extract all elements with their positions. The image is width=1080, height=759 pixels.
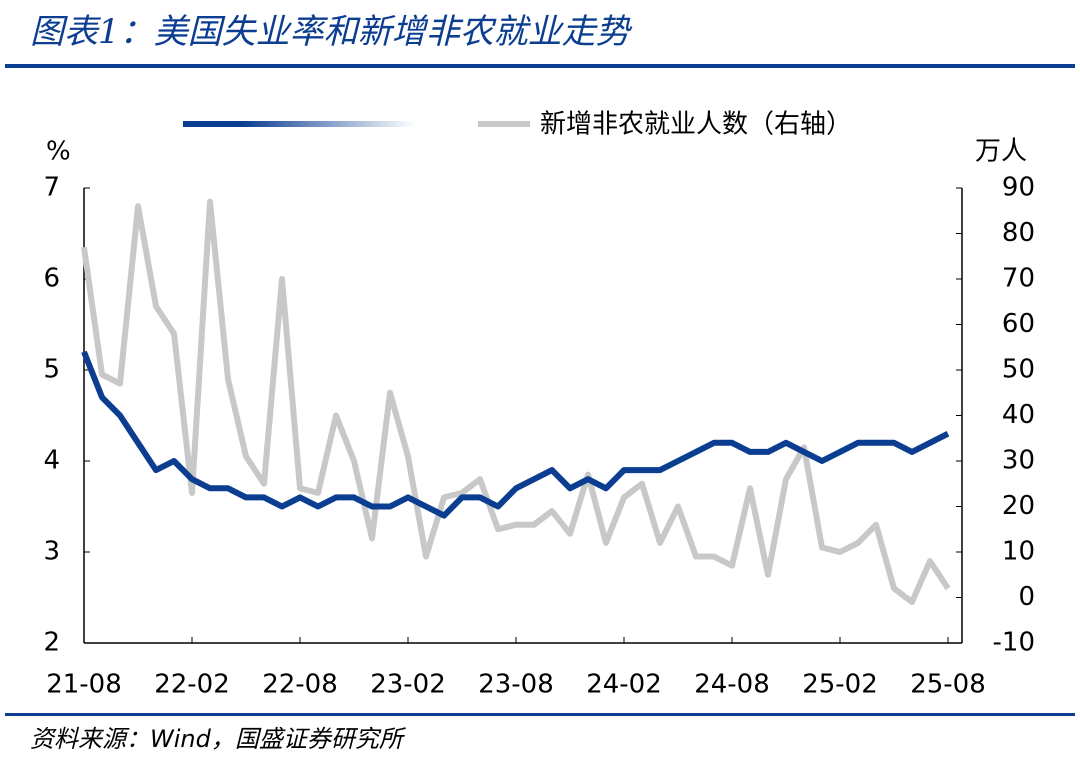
- title-rule: [5, 64, 1075, 68]
- series-line: [81, 350, 950, 519]
- y-tick-label: 2: [43, 628, 60, 658]
- source: 资料来源：Wind，国盛证券研究所: [30, 725, 407, 753]
- y-tick-label: 7: [43, 173, 60, 203]
- y-tick-label: 6: [43, 264, 60, 294]
- y-tick-label: 4: [43, 446, 60, 476]
- series-line: [81, 198, 951, 606]
- y2-tick-label: 0: [1018, 582, 1035, 612]
- x-tick-label: 23-02: [370, 670, 446, 700]
- y2-axis-label: 万人: [975, 137, 1027, 167]
- y-axis-label: %: [46, 137, 71, 167]
- y2-tick-label: 30: [1002, 446, 1035, 476]
- y-tick-label: 5: [43, 355, 60, 385]
- x-tick-label: 25-02: [802, 670, 878, 700]
- legend-swatch: [183, 121, 415, 127]
- x-tick-label: 21-08: [46, 670, 122, 700]
- x-tick-label: 23-08: [478, 670, 554, 700]
- y2-tick-label: 60: [1002, 309, 1035, 339]
- x-tick-label: 25-08: [910, 670, 986, 700]
- y2-tick-label: 40: [1002, 400, 1035, 430]
- y2-tick-label: 50: [1002, 355, 1035, 385]
- y2-tick-label: 80: [1002, 218, 1035, 248]
- x-tick-label: 24-08: [694, 670, 770, 700]
- legend-label: 新增非农就业人数（右轴）: [540, 110, 852, 140]
- y2-tick-label: 10: [1002, 537, 1035, 567]
- y2-tick-label: -10: [993, 628, 1035, 658]
- y2-tick-label: 70: [1002, 264, 1035, 294]
- x-tick-label: 24-02: [586, 670, 662, 700]
- source-rule: [5, 713, 1075, 716]
- y2-tick-label: 20: [1002, 491, 1035, 521]
- chart-title: 图表1：美国失业率和新增非农就业走势: [30, 12, 633, 52]
- x-tick-label: 22-02: [154, 670, 230, 700]
- y2-tick-label: 90: [1002, 173, 1035, 203]
- y-tick-label: 3: [43, 537, 60, 567]
- x-tick-label: 22-08: [262, 670, 338, 700]
